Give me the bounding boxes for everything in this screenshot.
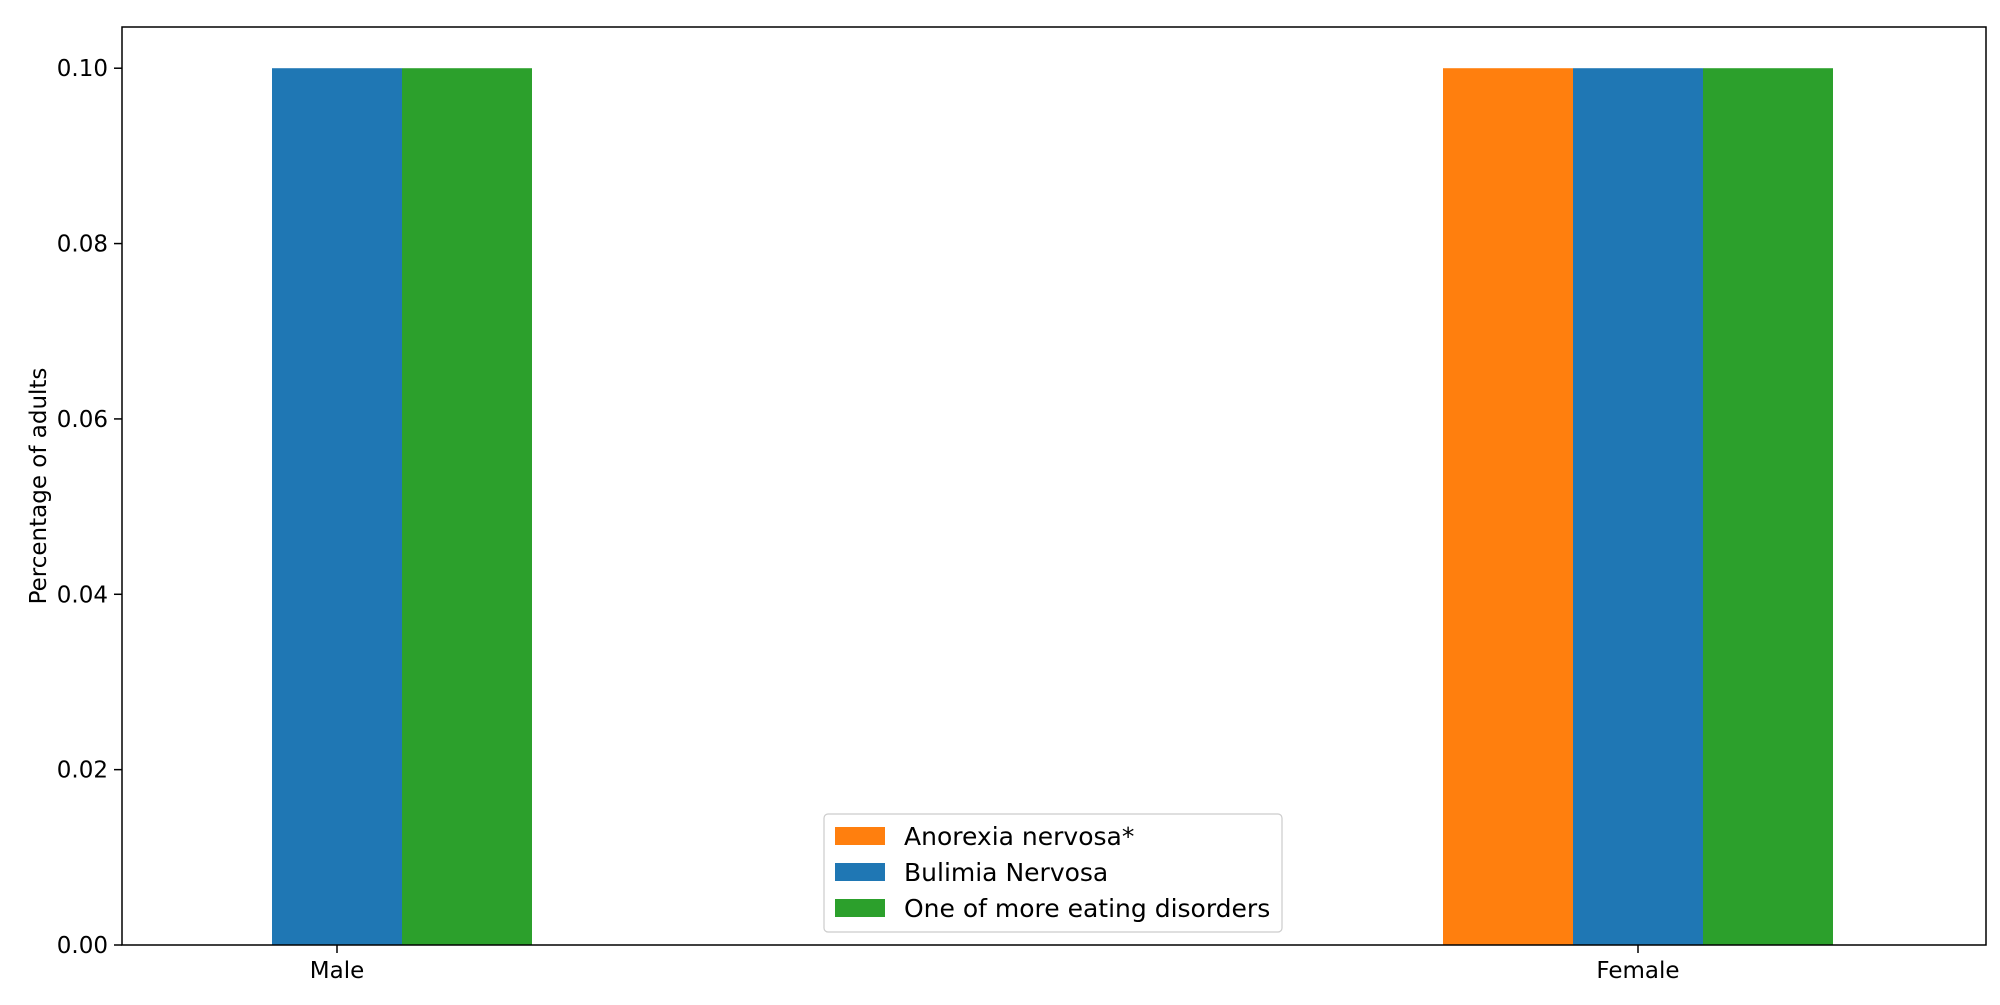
y-tick-label: 0.04 bbox=[57, 582, 108, 608]
legend-label: One of more eating disorders bbox=[904, 894, 1270, 923]
legend-swatch bbox=[835, 899, 885, 917]
legend-label: Anorexia nervosa* bbox=[904, 822, 1134, 851]
bar-male-one-of-more-eating-disorders bbox=[402, 68, 532, 945]
y-tick-label: 0.02 bbox=[57, 758, 108, 784]
axes-layer bbox=[121, 26, 1987, 946]
bars-layer bbox=[272, 68, 1833, 945]
x-tick-label-male: Male bbox=[310, 958, 364, 984]
y-tick-label: 0.00 bbox=[57, 933, 108, 959]
bar-male-bulimia-nervosa bbox=[272, 68, 402, 945]
legend-frame bbox=[823, 813, 1283, 933]
bar-female-anorexia-nervosa bbox=[1443, 68, 1573, 945]
y-tick-label: 0.10 bbox=[57, 56, 108, 82]
x-tick-label-female: Female bbox=[1596, 958, 1679, 984]
legend-label: Bulimia Nervosa bbox=[904, 858, 1108, 887]
plot-frame bbox=[121, 26, 1987, 946]
y-axis-ticks: 0.00 0.02 0.04 0.06 0.08 0.10 bbox=[57, 56, 122, 959]
y-tick-label: 0.08 bbox=[57, 232, 108, 258]
bar-female-one-of-more-eating-disorders bbox=[1703, 68, 1833, 945]
legend-swatch bbox=[835, 827, 885, 845]
y-axis-title: Percentage of adults bbox=[26, 368, 52, 605]
legend-swatch bbox=[835, 863, 885, 881]
y-tick-label: 0.06 bbox=[57, 407, 108, 433]
legend: Anorexia nervosa* Bulimia Nervosa One of m… bbox=[823, 813, 1283, 933]
x-axis-ticks: Male Female bbox=[310, 945, 1680, 984]
bar-female-bulimia-nervosa bbox=[1573, 68, 1703, 945]
